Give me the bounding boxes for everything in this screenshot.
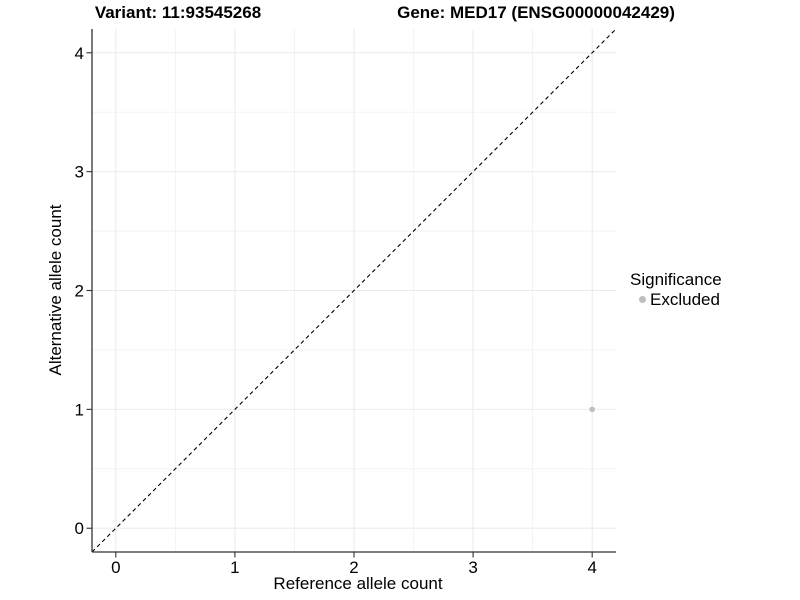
y-axis-title: Alternative allele count <box>46 204 65 376</box>
plot-title-variant: Variant: 11:93545268 <box>94 3 262 22</box>
svg-text:3: 3 <box>468 558 477 577</box>
legend-item-label: Excluded <box>650 290 720 309</box>
svg-text:0: 0 <box>111 558 120 577</box>
svg-text:1: 1 <box>230 558 239 577</box>
svg-text:2: 2 <box>349 558 358 577</box>
svg-text:2: 2 <box>75 282 84 301</box>
legend: Significance Excluded <box>630 270 722 309</box>
svg-text:1: 1 <box>75 400 84 419</box>
svg-text:3: 3 <box>75 163 84 182</box>
svg-text:0: 0 <box>75 519 84 538</box>
svg-text:4: 4 <box>75 44 84 63</box>
plot-title-gene: Gene: MED17 (ENSG00000042429) <box>397 3 675 22</box>
legend-key-dot <box>639 296 646 303</box>
legend-title: Significance <box>630 270 722 289</box>
svg-text:4: 4 <box>587 558 596 577</box>
x-axis-title: Reference allele count <box>273 574 443 593</box>
legend-item-excluded: Excluded <box>639 290 722 309</box>
